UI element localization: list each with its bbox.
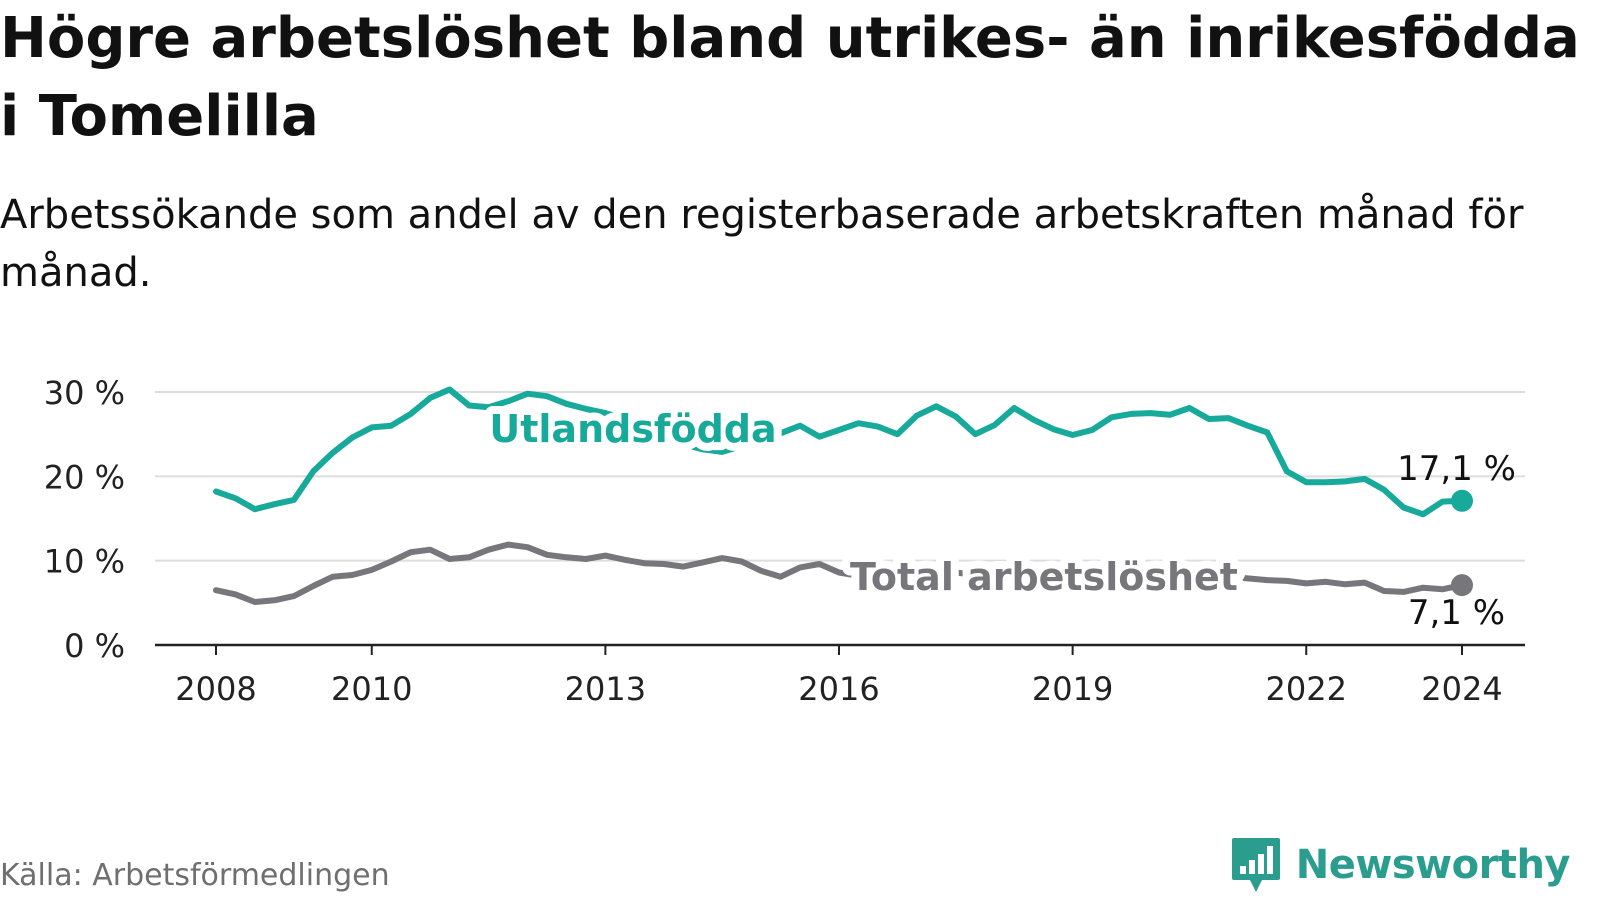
brand-logo: Newsworthy: [1230, 836, 1571, 894]
x-tick-label: 2013: [565, 670, 646, 708]
x-tick-label: 2024: [1421, 670, 1502, 708]
x-tick-label: 2022: [1266, 670, 1347, 708]
source-note: Källa: Arbetsförmedlingen: [0, 858, 390, 893]
x-tick-label: 2008: [175, 670, 256, 708]
x-tick-label: 2016: [798, 670, 879, 708]
end-point-total: [1451, 574, 1473, 597]
x-tick-label: 2010: [331, 670, 412, 708]
y-tick-label: 20 %: [44, 458, 125, 496]
series-line-utlandsfodda: [213, 386, 1465, 518]
series-label-utlandsfodda: Utlandsfödda: [489, 407, 776, 451]
series-label-halo-total: Total arbetslöshet: [850, 555, 1238, 599]
y-tick-label: 30 %: [44, 374, 125, 412]
y-tick-label: 0 %: [64, 627, 125, 665]
series-label-halo-utlandsfodda: Utlandsfödda: [489, 407, 776, 451]
end-value-label-total: 7,1 %: [1408, 593, 1505, 633]
end-value-label-utlandsfodda: 17,1 %: [1397, 449, 1516, 489]
series-label-total: Total arbetslöshet: [850, 555, 1238, 599]
chart-title: Högre arbetslöshet bland utrikes- än inr…: [0, 6, 1580, 149]
brand-name: Newsworthy: [1295, 842, 1571, 888]
series-line-total: [213, 541, 1465, 605]
newsworthy-logo-icon: [1231, 838, 1280, 892]
end-point-utlandsfodda: [1451, 489, 1473, 512]
y-tick-label: 10 %: [44, 543, 125, 581]
chart-subtitle: Arbetssökande som andel av den registerb…: [0, 192, 1524, 296]
x-tick-label: 2019: [1032, 670, 1113, 708]
